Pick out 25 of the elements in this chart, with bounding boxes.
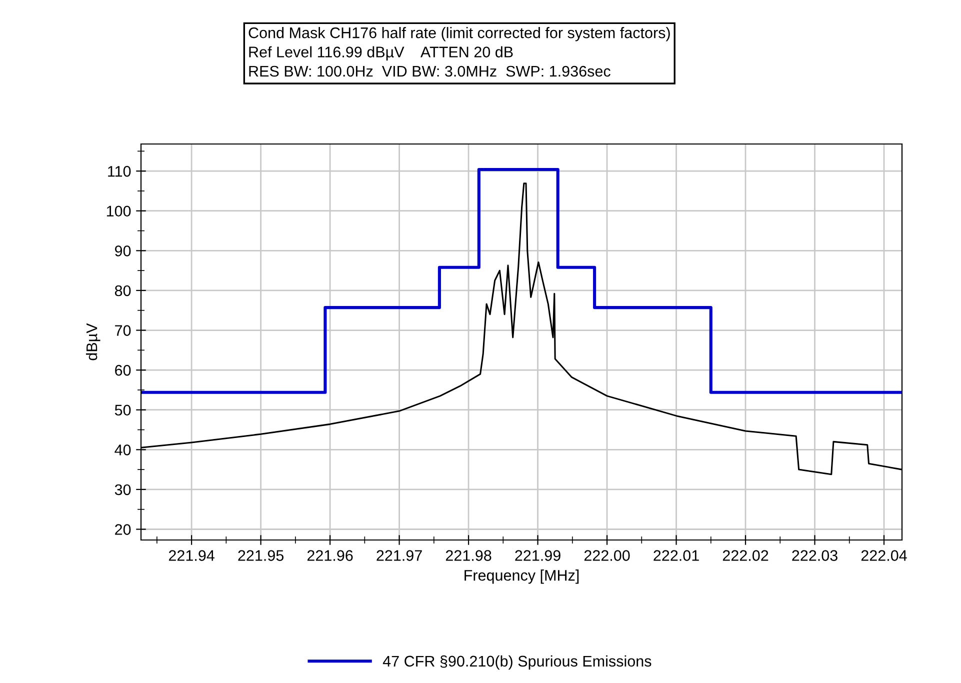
x-tick-label: 221.95 [238, 550, 284, 561]
x-tick-label: 221.99 [515, 550, 560, 561]
y-tick-label: 90 [115, 246, 131, 256]
x-tick-label: 221.97 [376, 550, 422, 561]
y-tick-label: 60 [115, 364, 131, 376]
x-tick-label: 222.00 [584, 550, 630, 561]
x-tick-label: 221.96 [307, 550, 353, 561]
x-tick-label: 222.04 [861, 550, 907, 561]
x-tick-label: 222.01 [654, 550, 699, 561]
y-axis-title: dBµV [86, 323, 100, 360]
x-axis-title: Frequency [MHz] [464, 570, 579, 584]
x-tick-label: 221.94 [168, 550, 214, 561]
y-tick-label: 20 [115, 524, 131, 535]
y-tick-label: 110 [108, 166, 131, 177]
y-tick-label: 50 [114, 404, 131, 416]
x-tick-label: 222.03 [792, 550, 838, 561]
chart-title: Cond Mask CH176 half rate (limit corrected for system factors) Ref Level 116.99 dBµV ATTEN 20 dB RES BW: 100.0Hz VID BW: 3.0MHz SWP: 1.936sec [248, 27, 670, 77]
y-tick-label: 30 [114, 484, 131, 496]
legend-label: 47 CFR §90.210(b) Spurious Emissions [382, 655, 652, 670]
y-tick-label: 80 [114, 285, 131, 296]
x-tick-label: 222.02 [722, 550, 768, 561]
y-tick-label: 40 [114, 444, 131, 456]
x-tick-label: 221.98 [446, 550, 492, 561]
y-tick-label: 70 [115, 325, 131, 336]
y-tick-label: 100 [106, 206, 131, 217]
